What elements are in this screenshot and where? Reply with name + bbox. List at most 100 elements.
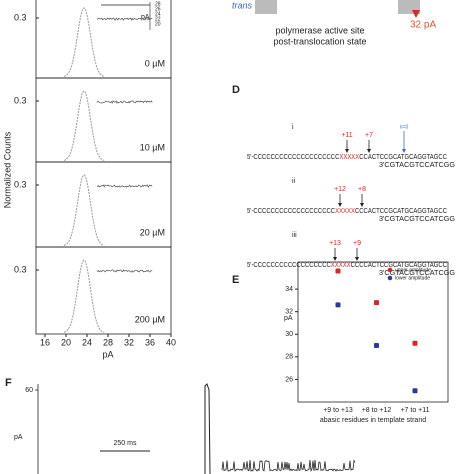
x-tick-label: +7 to +11 <box>400 407 429 414</box>
strand-part: CCCACTCCGCATGCAGGTAGCC <box>355 208 447 215</box>
bottom-strand: 3'CGTACGTCCATCGG <box>379 270 455 277</box>
y-tick-label: 0.3 <box>14 12 27 22</box>
x-tick-label: 32 <box>124 337 134 347</box>
concentration-label: 20 µM <box>140 227 165 237</box>
events <box>221 459 356 472</box>
f-y-label: pA <box>14 434 23 441</box>
inset-scale-label: 24 <box>155 11 161 17</box>
trans-label: trans <box>232 0 253 10</box>
x-tick-label: 20 <box>61 337 71 347</box>
current-trace <box>96 269 153 273</box>
histogram-panel <box>35 246 172 335</box>
inset-unit: pA <box>141 14 150 21</box>
point <box>412 388 418 394</box>
legend-label: upper amplitude <box>395 267 431 273</box>
legend-swatch <box>387 275 393 281</box>
site-label: n=0 <box>400 124 409 130</box>
scale-bar-label: 250 ms <box>114 440 137 447</box>
panel-label: F <box>5 377 12 389</box>
top-strand: 5'-CCCCCCCCCCCCCCCCCCCCXXXXXCCACTCCGCATG… <box>247 154 447 161</box>
panel-label: E <box>232 274 239 286</box>
arrowhead <box>345 149 349 153</box>
concentration-label: 0 µM <box>145 58 165 68</box>
x-axis-label: abasic residues in template strand <box>320 417 426 424</box>
position-label: +7 <box>365 132 373 139</box>
arrowhead <box>333 257 337 261</box>
strand-part: XXXXX <box>335 208 355 215</box>
current-trace <box>96 184 153 188</box>
histogram-curve <box>63 90 105 161</box>
legend-swatch <box>387 267 393 273</box>
x-tick-label: 36 <box>145 337 155 347</box>
top-strand: 5'-CCCCCCCCCCCCCCCCCCXXXXXCCCCACTCCGCATG… <box>247 262 447 269</box>
arrowhead <box>338 203 342 207</box>
strand-part: 5'-CCCCCCCCCCCCCCCCCCCC <box>247 154 339 161</box>
histogram-curve <box>63 174 105 246</box>
panel-label: D <box>232 84 240 96</box>
y-tick-label: 26 <box>285 376 293 383</box>
arrowhead <box>360 203 364 207</box>
point <box>374 300 379 306</box>
x-tick-label: +8 to +12 <box>362 407 392 414</box>
plot-frame <box>297 261 449 403</box>
position-label: +12 <box>334 186 346 193</box>
y-tick-label: 0.3 <box>14 264 27 274</box>
current-trace <box>96 100 153 104</box>
x-tick-label: +9 to +13 <box>323 407 353 414</box>
x-tick-label: 16 <box>40 337 50 347</box>
numeral: iii <box>292 232 297 239</box>
concentration-label: 10 µM <box>140 142 165 152</box>
current-trace <box>204 383 356 474</box>
y-tick-label: 34 <box>285 286 293 293</box>
y-tick-label: 32 <box>285 309 293 316</box>
x-tick-label: 40 <box>166 337 176 347</box>
arrowhead <box>402 149 406 153</box>
red-marker <box>412 10 420 18</box>
bottom-strand: 3'CGTACGTCCATCGG <box>379 216 455 223</box>
top-strand: 5'-CCCCCCCCCCCCCCCCCCCXXXXXCCCACTCCGCATG… <box>247 208 447 215</box>
f-tick-label: 60 <box>25 387 33 394</box>
position-label: +9 <box>353 240 361 247</box>
strand-part: XXXXX <box>331 262 351 269</box>
caption: post-translocation state <box>273 36 366 46</box>
position-label: +8 <box>358 186 366 193</box>
y-axis-label: Normalized Counts <box>2 131 12 208</box>
strand-part: CCACTCCGCATGCAGGTAGCC <box>359 154 447 161</box>
inset-scale-label: 20 <box>155 21 161 27</box>
numeral: ii <box>292 178 296 185</box>
point <box>374 343 379 349</box>
point <box>412 340 418 346</box>
point <box>335 268 341 274</box>
y-axis-label: pA <box>284 315 293 322</box>
position-label: +13 <box>329 240 341 247</box>
y-tick-label: 28 <box>285 354 293 361</box>
position-label: +11 <box>341 132 352 139</box>
y-tick-label: 0.3 <box>14 179 27 189</box>
strand-part: XXXXX <box>339 154 359 161</box>
legend-label: lower amplitude <box>395 275 430 281</box>
inset-scale-label: 22 <box>155 16 161 22</box>
strand-part: CCCCACTCCGCATGCAGGTAGCC <box>351 262 447 269</box>
inset-scale-label: 26 <box>155 6 161 12</box>
inset-scale-label: 28 <box>155 1 161 7</box>
bottom-strand: 3'CGTACGTCCATCGG <box>379 162 455 169</box>
point <box>335 302 341 308</box>
concentration-label: 200 µM <box>135 314 165 324</box>
numeral: i <box>292 124 294 131</box>
x-tick-label: 28 <box>103 337 113 347</box>
strand-part: 5'-CCCCCCCCCCCCCCCCCC <box>247 262 331 269</box>
caption: polymerase active site <box>275 25 364 35</box>
y-tick-label: 0.3 <box>14 95 27 105</box>
x-axis-label: pA <box>102 349 113 359</box>
current-label: 32 pA <box>410 20 436 31</box>
arrowhead <box>367 149 371 153</box>
x-tick-label: 24 <box>82 337 92 347</box>
histogram-curve <box>63 7 105 77</box>
spike <box>204 383 211 474</box>
protein-block <box>255 0 277 14</box>
arrowhead <box>355 257 359 261</box>
current-trace <box>96 17 153 21</box>
strand-part: 5'-CCCCCCCCCCCCCCCCCCC <box>247 208 335 215</box>
y-tick-label: 30 <box>285 331 293 338</box>
